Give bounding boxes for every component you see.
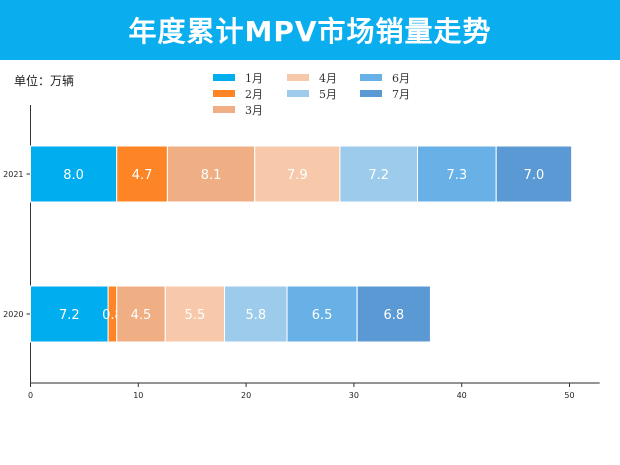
legend-swatch (360, 90, 382, 97)
legend-label: 6月 (392, 72, 410, 85)
data-label: 5.8 (245, 308, 266, 323)
x-tick-label: 50 (564, 391, 574, 400)
legend-swatch (360, 74, 382, 81)
data-label: 7.3 (447, 168, 468, 183)
data-label: 4.5 (131, 308, 152, 323)
data-label: 5.5 (185, 308, 206, 323)
data-label: 7.2 (368, 168, 389, 183)
legend-swatch (213, 106, 235, 113)
chart-title: 年度累计MPV市场销量走势 (128, 15, 492, 48)
y-tick-label: 2021 (3, 170, 23, 179)
data-label: 7.0 (524, 168, 545, 183)
x-tick-label: 40 (457, 391, 467, 400)
legend-label: 4月 (319, 72, 337, 85)
x-tick-label: 20 (241, 391, 251, 400)
bar-segment (116, 285, 166, 343)
legend-label: 2月 (245, 88, 263, 101)
x-tick-label: 10 (133, 391, 143, 400)
bar-segment (286, 285, 358, 343)
legend-swatch (287, 90, 309, 97)
data-label: 7.2 (59, 308, 80, 323)
data-label: 4.7 (132, 168, 153, 183)
bar-segment (224, 285, 288, 343)
unit-label: 单位：万辆 (14, 74, 75, 88)
legend-label: 5月 (319, 88, 337, 101)
y-tick-label: 2020 (3, 310, 23, 319)
bar-segment (164, 285, 226, 343)
title-bar: 年度累计MPV市场销量走势 (0, 0, 620, 60)
x-tick-label: 30 (349, 391, 359, 400)
bar-segment (339, 145, 419, 203)
x-tick-label: 0 (28, 391, 33, 400)
bar-segment (356, 285, 431, 343)
legend-label: 3月 (245, 104, 263, 117)
legend-swatch (213, 74, 235, 81)
legend-label: 1月 (245, 72, 263, 85)
legend-swatch (213, 90, 235, 97)
bar-segment (30, 285, 109, 343)
bar-segment (417, 145, 497, 203)
data-label: 8.0 (63, 168, 84, 183)
data-label: 6.8 (383, 308, 404, 323)
data-label: 8.1 (201, 168, 222, 183)
legend-label: 7月 (392, 88, 410, 101)
bar-segment (495, 145, 573, 203)
legend-swatch (287, 74, 309, 81)
data-label: 6.5 (312, 308, 333, 323)
data-label: 7.9 (287, 168, 308, 183)
bar-segment (254, 145, 341, 203)
